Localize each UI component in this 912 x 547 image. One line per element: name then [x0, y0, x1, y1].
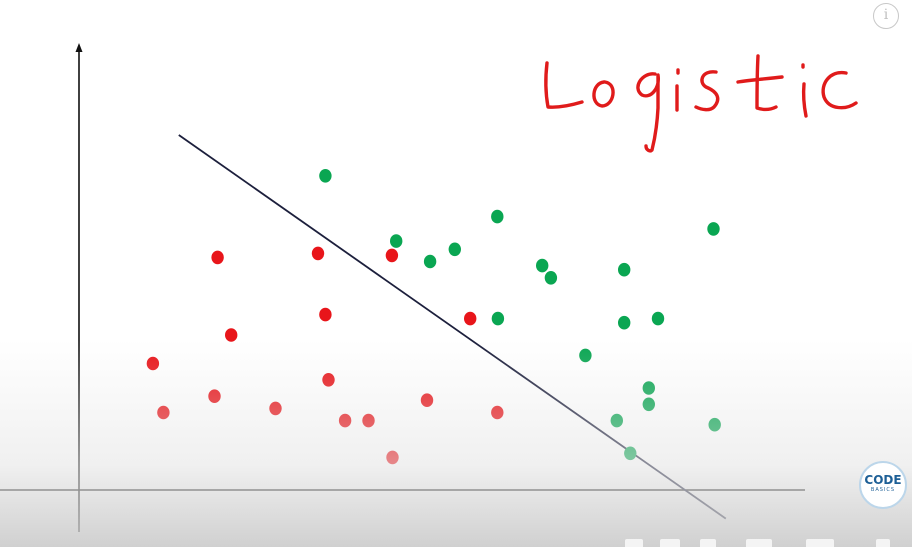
logo-sub: BASICS: [870, 487, 896, 493]
fullscreen-control-icon[interactable]: [876, 539, 890, 547]
data-point-s2-11: [618, 315, 631, 330]
data-point-s2-14: [642, 381, 655, 395]
data-point-s2-16: [610, 413, 623, 428]
decision-boundary-line: [178, 134, 727, 520]
data-point-s2-15: [642, 397, 655, 412]
data-point-s2-10: [491, 311, 505, 326]
data-point-s1-5: [464, 311, 477, 326]
data-point-s1-3: [385, 248, 399, 263]
data-point-s2-5: [423, 254, 437, 269]
data-point-s2-1: [319, 169, 332, 183]
handwritten-letter-l: [544, 61, 584, 109]
plot-axes: [0, 43, 805, 532]
data-point-s2-7: [544, 271, 558, 285]
player-controls: [0, 539, 912, 547]
play-control-icon[interactable]: [625, 539, 643, 547]
handwritten-letter-t-stem: [755, 54, 778, 112]
data-point-s2-8: [618, 262, 631, 277]
data-point-s1-9: [322, 373, 335, 387]
data-point-s2-13: [579, 348, 592, 363]
data-point-s2-3: [390, 234, 403, 248]
handwritten-letter-i2-stem: [801, 82, 808, 118]
handwritten-logistic-annotation: [544, 54, 858, 153]
data-point-s1-16: [386, 450, 399, 465]
data-point-s2-4: [448, 242, 461, 257]
data-point-s1-10: [420, 393, 434, 408]
miniplayer-control-icon[interactable]: [806, 539, 834, 547]
data-point-s1-11: [157, 405, 170, 420]
data-point-s2-6: [536, 258, 549, 273]
handwritten-letter-s: [694, 70, 720, 112]
data-point-s2-9: [707, 222, 720, 236]
data-point-s2-12: [651, 311, 665, 326]
handwritten-letter-t-bar: [736, 75, 784, 84]
settings-control-icon[interactable]: [746, 539, 772, 547]
data-point-s1-2: [311, 246, 325, 261]
data-point-s1-1: [211, 250, 224, 265]
data-point-s2-18: [624, 446, 637, 461]
data-point-s1-7: [146, 356, 160, 371]
handwritten-letter-o: [592, 80, 615, 108]
data-point-s1-13: [338, 413, 352, 428]
data-point-s1-6: [225, 328, 238, 342]
captions-control-icon[interactable]: [700, 539, 716, 547]
logo-word: CODE: [864, 473, 902, 487]
y-axis-arrow: [75, 43, 83, 52]
data-point-s2-17: [708, 417, 721, 432]
volume-control-icon[interactable]: [660, 539, 680, 547]
data-point-s1-4: [319, 307, 332, 322]
handwritten-letter-g: [636, 72, 660, 153]
data-point-s1-14: [362, 413, 375, 428]
data-point-s1-8: [208, 389, 221, 404]
info-icon[interactable]: i: [873, 3, 899, 29]
codebasics-logo-icon[interactable]: CODE BASICS: [859, 461, 907, 509]
data-point-s2-2: [491, 209, 504, 224]
data-point-s1-15: [491, 405, 504, 420]
data-point-s1-12: [269, 401, 282, 416]
data-points: [146, 169, 721, 465]
handwritten-letter-c: [821, 70, 858, 110]
